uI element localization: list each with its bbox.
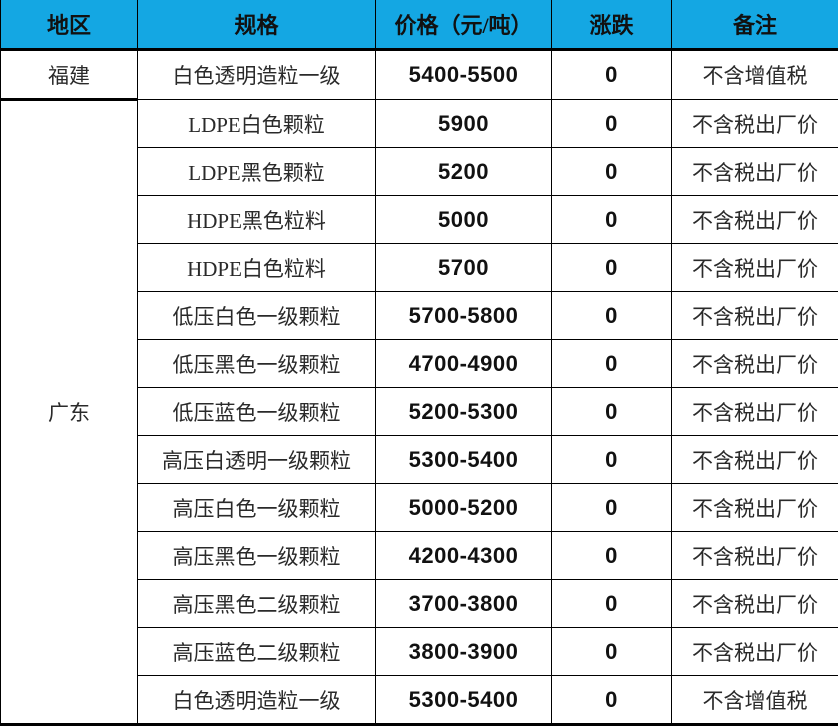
note-cell: 不含增值税: [672, 50, 838, 100]
note-cell: 不含税出厂价: [672, 388, 838, 436]
change-cell: 0: [552, 436, 672, 484]
note-cell: 不含税出厂价: [672, 148, 838, 196]
spec-cell: LDPE黑色颗粒: [138, 148, 376, 196]
column-header-price: 价格（元/吨）: [376, 0, 552, 50]
change-cell: 0: [552, 292, 672, 340]
note-cell: 不含增值税: [672, 676, 838, 725]
change-cell: 0: [552, 580, 672, 628]
price-cell: 5200-5300: [376, 388, 552, 436]
change-cell: 0: [552, 628, 672, 676]
spec-cell: 低压白色一级颗粒: [138, 292, 376, 340]
spec-cell: 高压白色一级颗粒: [138, 484, 376, 532]
change-cell: 0: [552, 50, 672, 100]
price-cell: 5200: [376, 148, 552, 196]
change-cell: 0: [552, 484, 672, 532]
spec-cell: 高压蓝色二级颗粒: [138, 628, 376, 676]
change-cell: 0: [552, 100, 672, 148]
note-cell: 不含税出厂价: [672, 196, 838, 244]
change-cell: 0: [552, 676, 672, 725]
spec-cell: 低压黑色一级颗粒: [138, 340, 376, 388]
note-cell: 不含税出厂价: [672, 532, 838, 580]
note-cell: 不含税出厂价: [672, 100, 838, 148]
price-cell: 5900: [376, 100, 552, 148]
price-cell: 5300-5400: [376, 436, 552, 484]
note-cell: 不含税出厂价: [672, 580, 838, 628]
change-cell: 0: [552, 148, 672, 196]
table-header: 地区 规格 价格（元/吨） 涨跌 备注: [1, 0, 838, 50]
spec-cell: 白色透明造粒一级: [138, 676, 376, 725]
column-header-region: 地区: [1, 0, 138, 50]
price-cell: 4200-4300: [376, 532, 552, 580]
note-cell: 不含税出厂价: [672, 628, 838, 676]
column-header-change: 涨跌: [552, 0, 672, 50]
price-cell: 3700-3800: [376, 580, 552, 628]
price-cell: 5700-5800: [376, 292, 552, 340]
price-cell: 5300-5400: [376, 676, 552, 725]
region-cell-福建: 福建: [1, 50, 138, 100]
spec-cell: 高压白透明一级颗粒: [138, 436, 376, 484]
price-cell: 5000: [376, 196, 552, 244]
price-cell: 5400-5500: [376, 50, 552, 100]
spec-cell: 低压蓝色一级颗粒: [138, 388, 376, 436]
spec-cell: 高压黑色二级颗粒: [138, 580, 376, 628]
note-cell: 不含税出厂价: [672, 484, 838, 532]
change-cell: 0: [552, 340, 672, 388]
price-cell: 4700-4900: [376, 340, 552, 388]
region-cell-广东: 广东: [1, 100, 138, 725]
price-cell: 5700: [376, 244, 552, 292]
price-cell: 3800-3900: [376, 628, 552, 676]
spec-cell: 白色透明造粒一级: [138, 50, 376, 100]
spec-cell: HDPE白色粒料: [138, 244, 376, 292]
spec-cell: LDPE白色颗粒: [138, 100, 376, 148]
spec-cell: HDPE黑色粒料: [138, 196, 376, 244]
column-header-note: 备注: [672, 0, 838, 50]
note-cell: 不含税出厂价: [672, 340, 838, 388]
note-cell: 不含税出厂价: [672, 436, 838, 484]
change-cell: 0: [552, 196, 672, 244]
column-header-spec: 规格: [138, 0, 376, 50]
spec-cell: 高压黑色一级颗粒: [138, 532, 376, 580]
header-row: 地区 规格 价格（元/吨） 涨跌 备注: [1, 0, 838, 50]
price-cell: 5000-5200: [376, 484, 552, 532]
note-cell: 不含税出厂价: [672, 292, 838, 340]
note-cell: 不含税出厂价: [672, 244, 838, 292]
change-cell: 0: [552, 244, 672, 292]
change-cell: 0: [552, 388, 672, 436]
change-cell: 0: [552, 532, 672, 580]
